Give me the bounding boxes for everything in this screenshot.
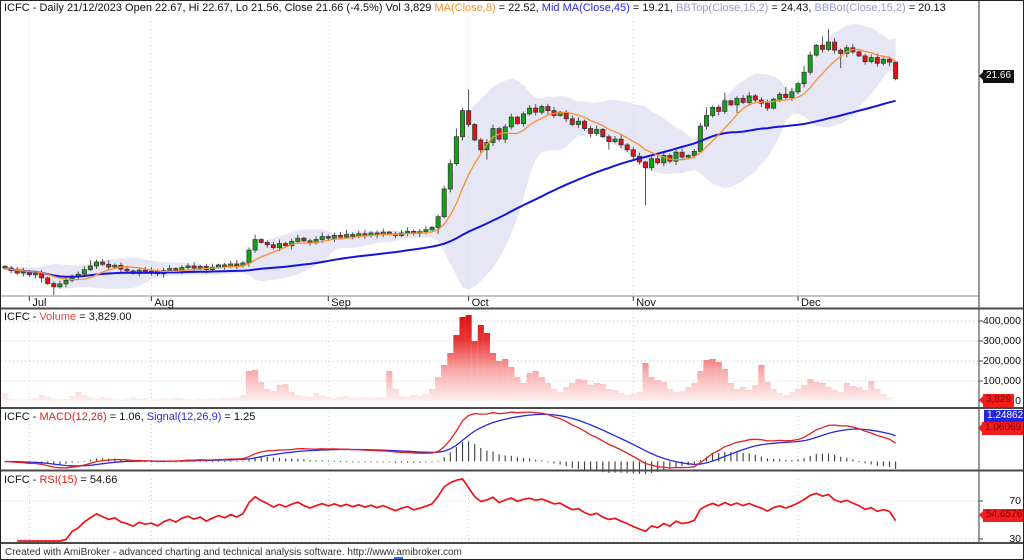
ma45-line [4,99,896,278]
macd-value-badge: 1.06069 [977,422,1023,435]
bottom-scroll-marker [394,557,403,559]
rsi-value-badge: 54.6576 [978,509,1023,522]
volume-zero-label: 0 [1015,395,1021,407]
title-part: = 19.21, [629,2,677,14]
x-axis-month-label: Dec [801,297,821,309]
panel-borders [1,1,1023,544]
bollinger-band [5,23,896,290]
title-part: BBBot(Close,15,2) [814,2,906,14]
price-panel-title: ICFC - Daily 21/12/2023 Open 22.67, Hi 2… [4,2,946,14]
title-part: = 22.52, [495,2,542,14]
volume-axis-label: 300,000 [983,335,1021,347]
title-part: Mid MA(Close,45) [541,2,630,14]
last-price-badge: 21.66 [978,70,1015,83]
title-part: BBTop(Close,15,2) [676,2,769,14]
title-part: Signal(12,26,9) [146,411,222,423]
rsi-axis-label: 30 [1009,533,1021,545]
title-part: ICFC - Daily 21/12/2023 Open 22.67, Hi 2… [4,2,435,14]
volume-axis-label: 400,000 [983,315,1021,327]
footer-credit-text: Created with AmiBroker - advanced charti… [5,547,462,558]
x-axis-month-label: Nov [636,297,656,309]
footer-row: Created with AmiBroker - advanced charti… [1,544,979,559]
rsi-line [17,478,897,542]
signal-value-badge: 1.24862 [984,410,1023,423]
title-part: RSI(15) [39,474,78,486]
title-part: = 1.06, [106,411,147,423]
x-axis-month-label: Sep [331,297,351,309]
title-part: MACD(12,26) [39,411,107,423]
title-part: = 20.13 [905,2,946,14]
title-part: ICFC - [4,474,40,486]
title-part: Volume [39,311,77,323]
macd-histogram [4,441,897,475]
volume-area[interactable] [1,315,899,401]
title-part: MA(Close,8) [434,2,496,14]
title-part: = 24.43, [768,2,815,14]
x-axis-month-label: Jul [32,297,47,309]
rsi-axis-label: 70 [1009,495,1021,507]
title-part: = 54.66 [77,474,118,486]
macd-line [4,411,896,469]
title-part: = 1.25 [221,411,256,423]
rsi-panel-title: ICFC - RSI(15) = 54.66 [4,474,117,486]
title-part: ICFC - [4,411,40,423]
title-part: = 3,829.00 [76,311,132,323]
volume-value-badge: 3,829 [978,394,1015,407]
volume-axis-label: 200,000 [983,355,1021,367]
macd-panel-title: ICFC - MACD(12,26) = 1.06, Signal(12,26,… [4,411,255,423]
x-axis-month-label: Aug [154,297,174,309]
title-part: ICFC - [4,311,40,323]
rsi-gridlines [1,500,983,540]
x-axis-month-label: Oct [471,297,489,309]
volume-panel-title: ICFC - Volume = 3,829.00 [4,311,132,323]
volume-axis-label: 100,000 [983,375,1021,387]
ma8-line [4,48,896,281]
